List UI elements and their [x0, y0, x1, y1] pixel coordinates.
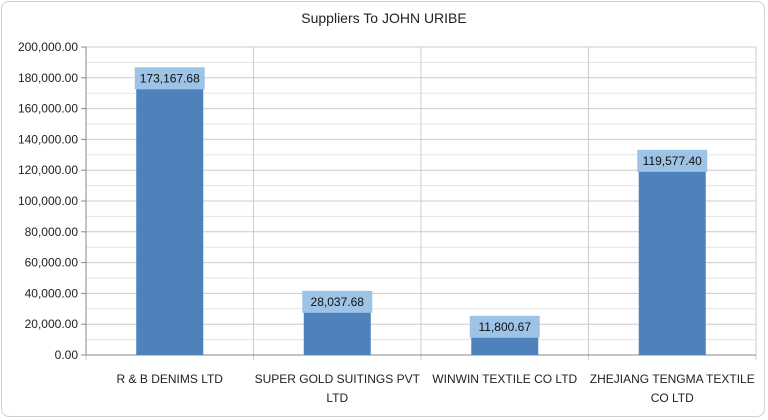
y-tick-label: 180,000.00	[18, 71, 78, 85]
y-tick-label: 120,000.00	[18, 163, 78, 177]
data-label-box	[134, 67, 205, 90]
x-category-label: WINWIN TEXTILE CO LTD	[432, 372, 577, 386]
data-label-box	[302, 290, 373, 313]
chart-title: Suppliers To JOHN URIBE	[301, 10, 467, 26]
x-category-label: CO LTD	[651, 391, 694, 405]
y-tick-label: 20,000.00	[25, 317, 79, 331]
data-label: 119,577.40	[643, 154, 702, 168]
data-label: 11,800.67	[479, 320, 532, 334]
x-category-label: SUPER GOLD SUITINGS PVT	[255, 372, 421, 386]
bar	[136, 88, 204, 355]
x-category-label: LTD	[326, 391, 348, 405]
y-tick-label: 160,000.00	[18, 102, 78, 116]
y-tick-label: 200,000.00	[18, 40, 78, 54]
y-tick-label: 0.00	[55, 348, 79, 362]
data-label: 173,167.68	[140, 71, 200, 85]
y-tick-label: 60,000.00	[25, 256, 79, 270]
data-label-box	[469, 315, 540, 338]
y-tick-label: 80,000.00	[25, 225, 79, 239]
y-tick-label: 100,000.00	[18, 194, 78, 208]
x-category-label: ZHEJIANG TENGMA TEXTILE	[590, 372, 755, 386]
y-tick-label: 140,000.00	[18, 132, 78, 146]
data-label-box	[637, 149, 708, 172]
data-label: 28,037.68	[311, 295, 365, 309]
bar	[303, 311, 371, 355]
bar	[638, 170, 706, 355]
bar	[471, 336, 539, 355]
y-tick-label: 40,000.00	[25, 286, 79, 300]
x-category-label: R & B DENIMS LTD	[117, 372, 224, 386]
